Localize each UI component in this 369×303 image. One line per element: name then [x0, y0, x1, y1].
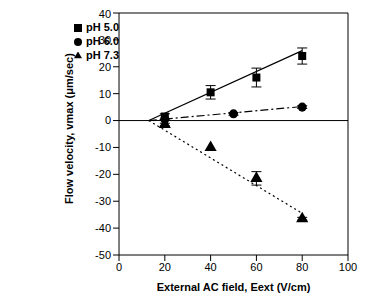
- svg-text:30: 30: [99, 34, 111, 46]
- svg-text:-50: -50: [95, 249, 111, 261]
- svg-text:Flow velocity, vmax (μm/sec): Flow velocity, vmax (μm/sec): [63, 53, 75, 204]
- svg-text:10: 10: [99, 88, 111, 100]
- svg-text:40: 40: [99, 8, 111, 20]
- svg-text:20: 20: [99, 61, 111, 73]
- svg-text:60: 60: [250, 261, 262, 273]
- svg-text:20: 20: [159, 261, 171, 273]
- svg-text:External AC field, Eext (V/cm): External AC field, Eext (V/cm): [157, 281, 311, 293]
- svg-text:100: 100: [339, 261, 357, 273]
- svg-text:-20: -20: [95, 168, 111, 180]
- svg-text:0: 0: [116, 261, 122, 273]
- svg-text:-30: -30: [95, 195, 111, 207]
- svg-text:0: 0: [105, 114, 111, 126]
- svg-text:-40: -40: [95, 222, 111, 234]
- svg-text:40: 40: [204, 261, 216, 273]
- svg-text:80: 80: [296, 261, 308, 273]
- svg-text:-10: -10: [95, 141, 111, 153]
